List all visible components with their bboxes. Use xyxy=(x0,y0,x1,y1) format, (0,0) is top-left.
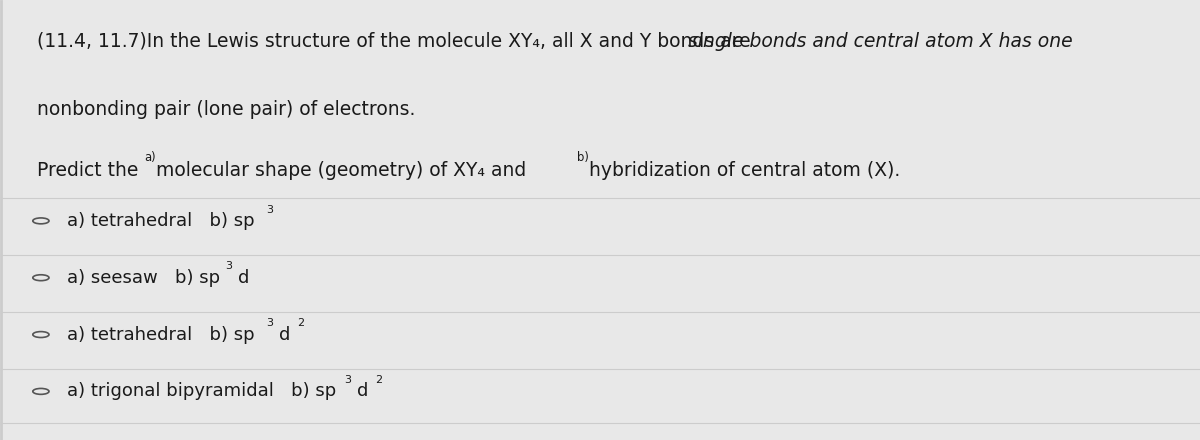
Text: a) seesaw   b) sp: a) seesaw b) sp xyxy=(67,269,221,287)
Text: 3: 3 xyxy=(266,318,272,328)
Text: a) tetrahedral   b) sp: a) tetrahedral b) sp xyxy=(67,326,254,344)
Text: 3: 3 xyxy=(226,261,233,271)
Text: Predict the: Predict the xyxy=(37,161,145,180)
Text: 3: 3 xyxy=(343,375,350,385)
Text: a): a) xyxy=(144,151,156,165)
Text: hybridization of central atom (X).: hybridization of central atom (X). xyxy=(589,161,900,180)
Text: d: d xyxy=(239,269,250,287)
Text: nonbonding pair (lone pair) of electrons.: nonbonding pair (lone pair) of electrons… xyxy=(37,100,415,119)
Text: a) trigonal bipyramidal   b) sp: a) trigonal bipyramidal b) sp xyxy=(67,382,336,400)
Text: d: d xyxy=(356,382,368,400)
Text: 2: 2 xyxy=(298,318,305,328)
Text: molecular shape (geometry) of XY₄ and: molecular shape (geometry) of XY₄ and xyxy=(156,161,532,180)
Text: single bonds and central atom X has one: single bonds and central atom X has one xyxy=(688,32,1073,51)
Text: d: d xyxy=(280,326,290,344)
Text: a) tetrahedral   b) sp: a) tetrahedral b) sp xyxy=(67,212,254,230)
Text: (11.4, 11.7)In the Lewis structure of the molecule XY₄, all X and Y bonds are: (11.4, 11.7)In the Lewis structure of th… xyxy=(37,32,757,51)
Text: 3: 3 xyxy=(266,205,272,215)
Text: b): b) xyxy=(577,151,589,165)
Text: 2: 2 xyxy=(374,375,382,385)
